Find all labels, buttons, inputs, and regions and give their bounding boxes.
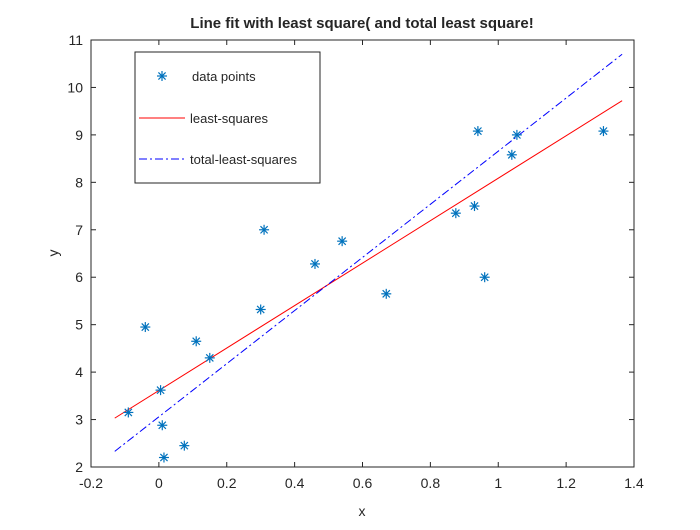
data-point <box>511 129 522 140</box>
data-point <box>598 126 609 137</box>
y-tick-label: 4 <box>75 364 83 380</box>
series-line-2 <box>114 53 623 452</box>
data-point <box>309 258 320 269</box>
y-tick-label: 5 <box>75 317 83 333</box>
data-point <box>155 385 166 396</box>
y-axis-label: y <box>45 250 61 257</box>
y-tick-label: 3 <box>75 412 83 428</box>
data-point <box>381 288 392 299</box>
chart-title: Line fit with least square( and total le… <box>190 15 533 32</box>
data-point <box>450 208 461 219</box>
data-point <box>259 224 270 235</box>
y-tick-label: 9 <box>75 127 83 143</box>
series-layer <box>114 53 623 463</box>
x-tick-label: 0 <box>155 475 163 491</box>
data-point <box>337 236 348 247</box>
y-ticks: 2 3 4 5 6 7 8 9 10 11 <box>67 32 634 475</box>
series-line-1 <box>114 100 623 419</box>
data-point <box>123 407 134 418</box>
x-tick-label: 0.6 <box>353 475 373 491</box>
axes-box <box>90 39 635 468</box>
data-point <box>472 126 483 137</box>
data-point <box>469 201 480 212</box>
x-tick-label: 1.4 <box>624 475 644 491</box>
legend-label-2: total-least-squares <box>190 152 297 167</box>
x-tick-label: 0.8 <box>421 475 441 491</box>
data-point <box>140 322 151 333</box>
legend: data points least-squares total-least-squa… <box>134 51 321 184</box>
x-tick-label: 1 <box>494 475 502 491</box>
x-axis-label: x <box>359 503 366 519</box>
data-point <box>191 336 202 347</box>
data-point <box>506 149 517 160</box>
x-ticks: -0.2 0 0.2 0.4 0.6 0.8 1 1.2 1.4 <box>79 40 644 491</box>
x-tick-label: -0.2 <box>79 475 103 491</box>
y-tick-label: 7 <box>75 222 83 238</box>
y-tick-label: 11 <box>68 32 83 48</box>
data-point <box>479 272 490 283</box>
y-tick-label: 8 <box>75 174 83 190</box>
legend-label-0: data points <box>192 69 256 84</box>
legend-label-1: least-squares <box>190 111 269 126</box>
y-tick-label: 10 <box>67 79 83 95</box>
data-point <box>179 440 190 451</box>
x-tick-label: 1.2 <box>556 475 576 491</box>
x-tick-label: 0.4 <box>285 475 305 491</box>
y-tick-label: 2 <box>75 459 83 475</box>
legend-marker-0 <box>157 71 167 81</box>
data-point <box>157 420 168 431</box>
x-tick-label: 0.2 <box>217 475 237 491</box>
y-tick-label: 6 <box>75 269 83 285</box>
data-point <box>204 352 215 363</box>
data-point <box>255 304 266 315</box>
data-point <box>158 452 169 463</box>
